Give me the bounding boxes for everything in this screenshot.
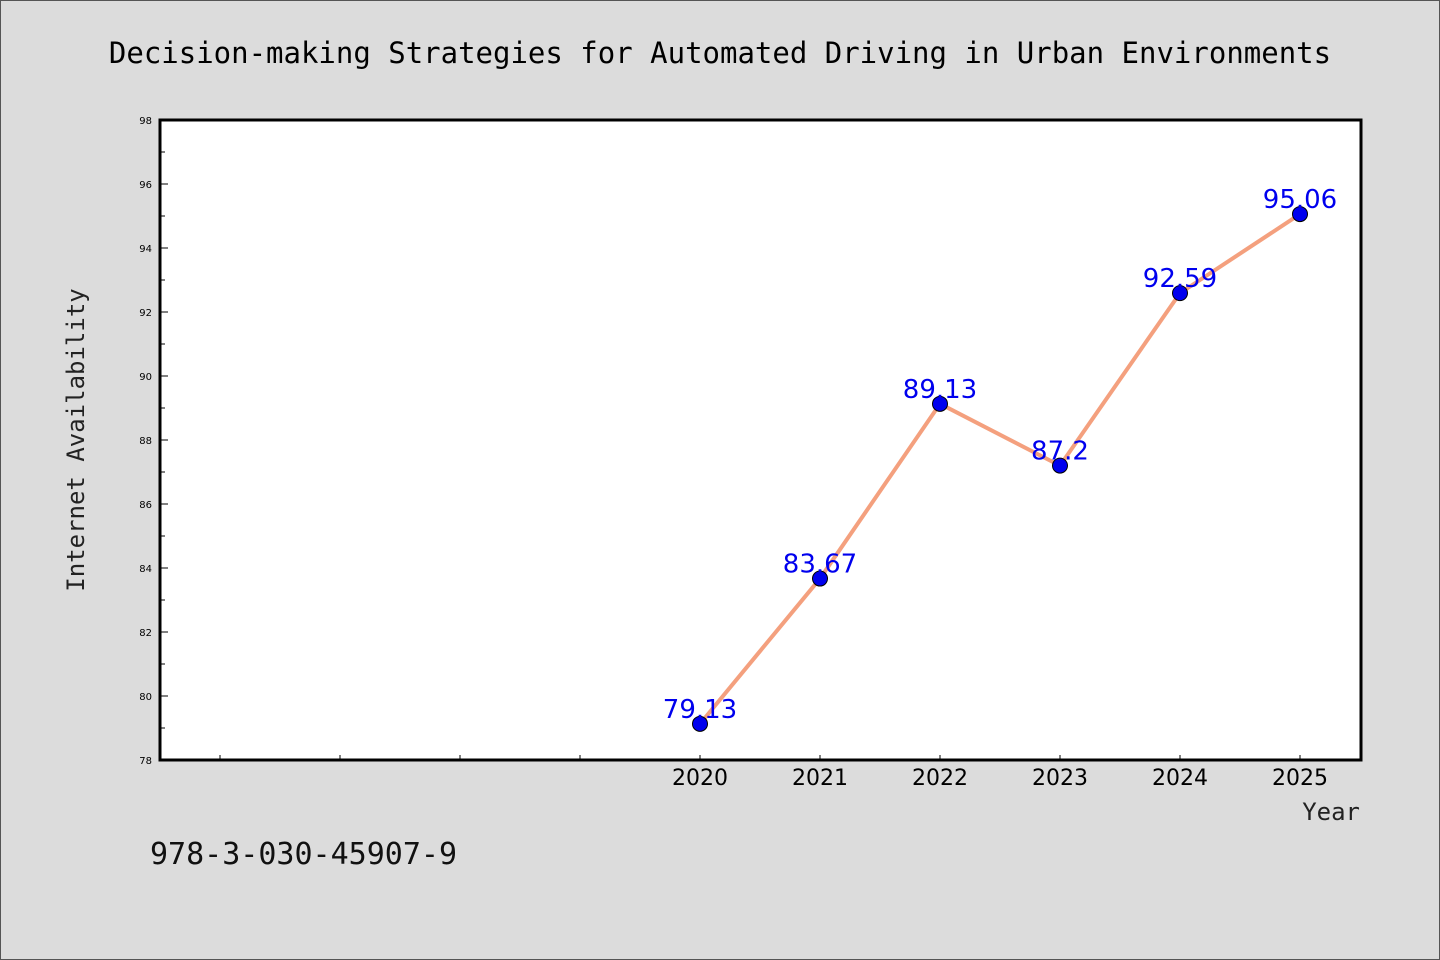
isbn-text: 978-3-030-45907-9 xyxy=(150,837,457,872)
y-tick-label: 84 xyxy=(139,564,152,575)
x-tick-label: 2022 xyxy=(912,766,968,791)
data-label: 95.06 xyxy=(1263,185,1337,215)
y-axis-label: Internet Availability xyxy=(62,288,90,591)
y-tick-label: 92 xyxy=(139,308,152,319)
chart-title: Decision-making Strategies for Automated… xyxy=(109,36,1331,70)
y-tick-label: 78 xyxy=(139,756,152,767)
data-point xyxy=(692,715,708,732)
data-label: 79.13 xyxy=(663,695,737,725)
x-ticks: 2020 2021 2022 2023 2024 2025 xyxy=(219,755,1328,791)
y-tick-label: 94 xyxy=(139,244,152,255)
x-tick-label: 2024 xyxy=(1152,766,1208,791)
y-tick-label: 96 xyxy=(139,180,152,191)
data-point xyxy=(1172,285,1188,302)
data-label: 89.13 xyxy=(903,375,977,405)
x-tick-label: 2025 xyxy=(1272,766,1328,791)
y-tick-label: 88 xyxy=(139,436,152,447)
data-label: 83.67 xyxy=(783,550,857,580)
series-line xyxy=(698,212,1302,726)
x-tick-label: 2020 xyxy=(672,766,728,791)
y-tick-label: 98 xyxy=(139,116,152,127)
data-point xyxy=(1052,457,1068,474)
data-label: 92.59 xyxy=(1143,264,1217,294)
x-tick-label: 2021 xyxy=(792,766,848,791)
series-layer xyxy=(692,206,1308,732)
x-tick-label: 2023 xyxy=(1032,766,1088,791)
y-tick-label: 80 xyxy=(139,692,152,703)
data-point xyxy=(812,570,828,587)
y-tick-label: 86 xyxy=(139,500,152,511)
x-axis-label: Year xyxy=(1302,798,1360,826)
plot-area xyxy=(158,118,1363,762)
data-label: 87.2 xyxy=(1031,437,1089,467)
y-ticks: 78 80 82 84 86 88 90 92 94 96 98 xyxy=(139,116,168,767)
y-tick-label: 90 xyxy=(139,372,152,383)
data-point xyxy=(932,395,948,412)
y-tick-label: 82 xyxy=(139,628,152,639)
data-labels-layer: 79.13 83.67 89.13 87.2 92.59 95.06 xyxy=(663,185,1337,725)
data-point xyxy=(1292,206,1308,223)
